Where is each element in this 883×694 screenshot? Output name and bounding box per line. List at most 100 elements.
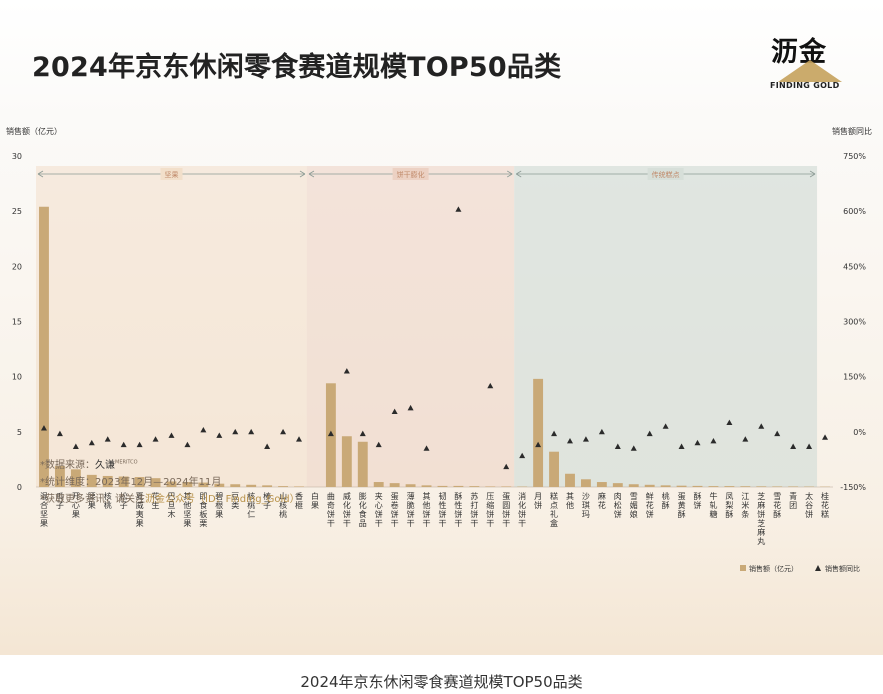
footnote-source: *数据来源：久谦MERITCO xyxy=(40,456,138,471)
yoy-marker-雪媚娘 xyxy=(630,445,637,451)
group-arrow-right-2 xyxy=(506,170,513,178)
bar-雪花酥 xyxy=(772,486,783,487)
bar-夹心饼干 xyxy=(373,482,384,487)
y2-tick-label: 300% xyxy=(843,318,866,327)
bar-其他坚果 xyxy=(182,482,193,487)
yoy-marker-豆类 xyxy=(232,428,239,435)
bar-花生 xyxy=(150,478,161,487)
yoy-marker-瓜子 xyxy=(56,430,63,437)
yoy-marker-巴旦木 xyxy=(168,432,175,438)
yoy-marker-桂花糕 xyxy=(822,434,829,440)
group-label-3: 传统糕点 xyxy=(652,170,680,179)
bar-腰果 xyxy=(86,474,97,487)
brand-logo: 沥金 FINDING GOLD xyxy=(756,30,856,94)
category-label: 威化饼干 xyxy=(343,491,351,528)
y-tick-label: 20 xyxy=(12,262,22,271)
category-label: 巴旦木 xyxy=(167,492,175,519)
yoy-marker-薄脆饼干 xyxy=(407,404,414,411)
yoy-marker-核桃仁 xyxy=(248,428,255,435)
bar-江米条 xyxy=(740,486,751,487)
group-label-bg-1 xyxy=(160,168,183,180)
legend-bar-label: 销售额（亿元） xyxy=(749,564,798,573)
category-label: 碧根果 xyxy=(215,491,223,519)
group-band-2 xyxy=(306,166,515,487)
yoy-marker-月饼 xyxy=(535,441,542,448)
group-label-1: 坚果 xyxy=(164,170,178,179)
category-label: 膨化食品 xyxy=(359,491,367,528)
yoy-marker-即食板栗 xyxy=(200,426,207,433)
yoy-marker-碧根果 xyxy=(216,432,223,438)
yoy-marker-青团 xyxy=(790,443,797,449)
bar-牛轧糖 xyxy=(708,486,719,487)
category-label: 苏打饼干 xyxy=(470,491,478,528)
yoy-marker-夹心饼干 xyxy=(375,441,382,448)
bar-其他 xyxy=(565,473,575,487)
bar-夏威夷果 xyxy=(134,477,145,487)
group-label-2: 饼干膨化 xyxy=(397,170,425,179)
bar-巴旦木 xyxy=(166,481,177,487)
bar-蛋卷饼干 xyxy=(389,483,400,487)
group-arrow-left-3 xyxy=(515,170,522,178)
yoy-marker-蛋卷饼干 xyxy=(391,408,398,415)
category-label: 瓜子 xyxy=(56,492,64,510)
bar-核桃 xyxy=(102,475,113,487)
yoy-marker-其他饼干 xyxy=(423,445,430,451)
yoy-marker-香榧 xyxy=(296,436,303,442)
source-label: *数据来源： xyxy=(40,460,95,471)
yoy-marker-山核桃 xyxy=(280,428,287,435)
category-label: 雪媚娘 xyxy=(630,492,638,519)
category-label: 蛋卷饼干 xyxy=(391,492,399,528)
bar-蛋黄酥 xyxy=(676,485,687,487)
legend-marker-label: 销售额同比 xyxy=(825,564,860,573)
yoy-marker-花生 xyxy=(152,436,159,442)
bar-青团 xyxy=(788,486,799,487)
yoy-marker-腰果 xyxy=(88,439,95,446)
yoy-marker-蛋黄酥 xyxy=(678,443,685,449)
category-label: 韧性饼干 xyxy=(438,491,446,528)
category-label: 开心果 xyxy=(72,492,80,519)
yoy-marker-核桃 xyxy=(104,436,111,442)
group-arrow-left-1 xyxy=(37,170,44,178)
category-label: 蛋黄酥 xyxy=(678,492,686,519)
y-tick-label: 0 xyxy=(17,483,22,492)
bar-碧根果 xyxy=(214,483,225,487)
more-prefix: *获取更多资讯，请关注 xyxy=(40,494,145,505)
page-title: 2024年京东休闲零食赛道规模TOP50品类 xyxy=(32,52,562,83)
yoy-marker-江米条 xyxy=(742,436,749,442)
category-label: 麻花 xyxy=(598,491,606,510)
category-label: 混合坚果 xyxy=(40,492,48,528)
yoy-marker-鲜花饼 xyxy=(646,430,653,437)
yoy-marker-开心果 xyxy=(72,443,79,449)
category-label: 酥性饼干 xyxy=(454,491,462,528)
yoy-marker-糕点礼盒 xyxy=(551,430,558,437)
bar-肉松饼 xyxy=(612,483,623,487)
yoy-marker-松子 xyxy=(120,441,127,448)
category-label: 曲奇饼干 xyxy=(327,491,335,528)
logo-english-name: FINDING GOLD xyxy=(770,81,840,90)
yoy-marker-蛋圆饼干 xyxy=(503,463,510,470)
category-label: 青团 xyxy=(789,491,797,510)
bar-松子 xyxy=(118,476,129,487)
category-label: 榛子 xyxy=(263,491,271,510)
category-label: 桂花糕 xyxy=(821,491,829,519)
group-band-1 xyxy=(36,166,307,487)
bar-苏打饼干 xyxy=(469,486,480,487)
category-label: 其他饼干 xyxy=(423,492,431,528)
footnote-more: *获取更多资讯，请关注沥金公众号（ID：Finding_Gold） xyxy=(40,490,300,505)
y-tick-label: 30 xyxy=(12,152,22,161)
yoy-marker-夏威夷果 xyxy=(136,441,143,448)
bar-桃酥 xyxy=(660,485,671,487)
category-label: 芝麻饼芝麻丸 xyxy=(757,491,765,546)
bar-麻花 xyxy=(596,482,607,487)
bar-开心果 xyxy=(70,469,81,487)
bar-其他饼干 xyxy=(421,485,432,487)
bar-瓜子 xyxy=(54,466,65,487)
y-tick-label: 10 xyxy=(12,373,22,382)
category-label: 蛋圆饼干 xyxy=(502,492,510,528)
yoy-marker-压缩饼干 xyxy=(487,382,494,389)
category-label: 松子 xyxy=(120,491,128,510)
yoy-marker-芝麻饼芝麻丸 xyxy=(758,423,765,429)
category-label: 薄脆饼干 xyxy=(407,491,415,528)
logo-triangle-icon xyxy=(778,60,842,82)
